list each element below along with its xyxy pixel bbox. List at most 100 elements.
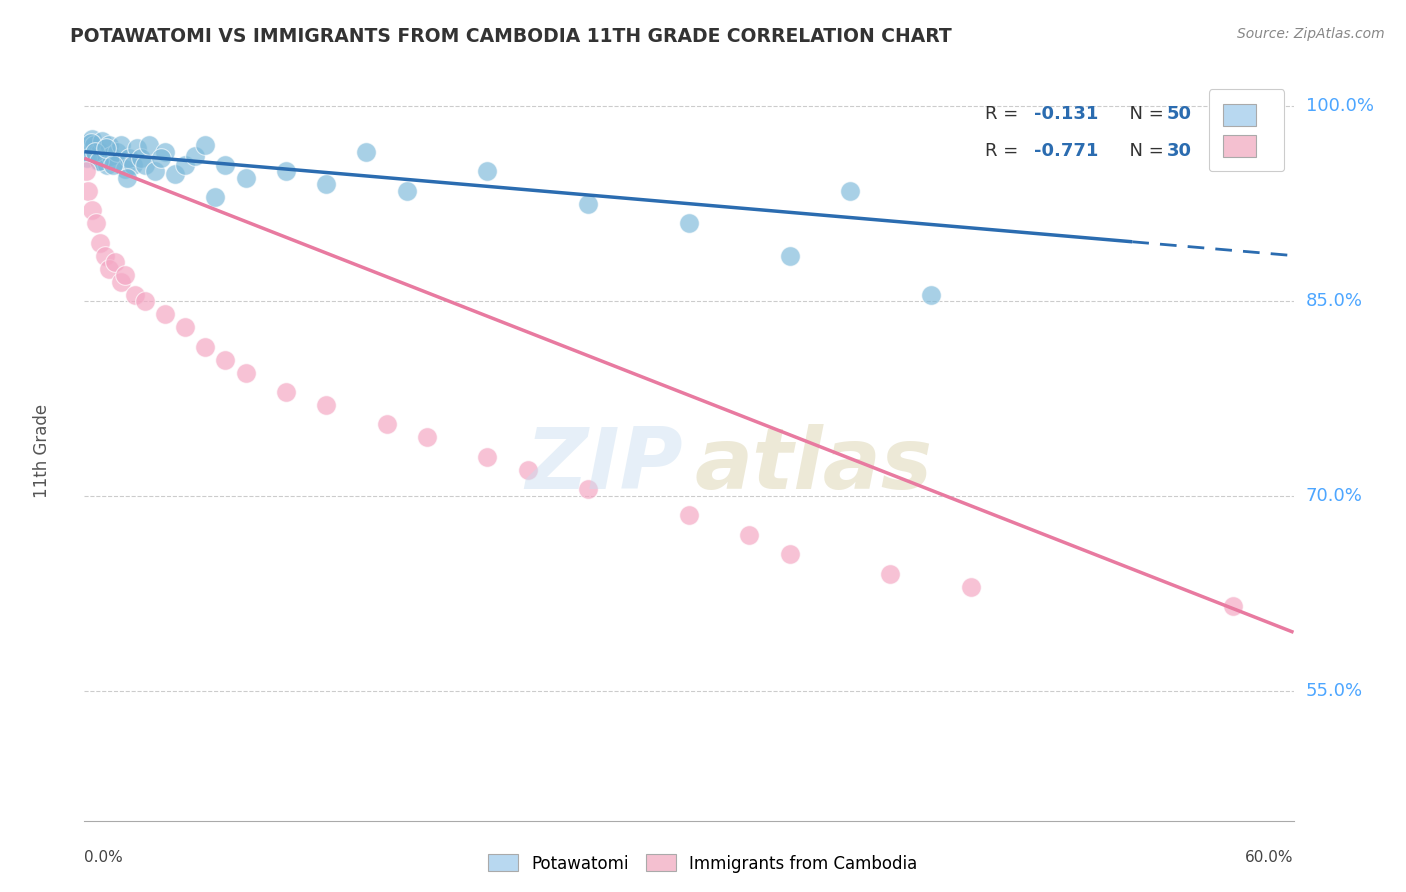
- Point: [153, 307, 176, 321]
- Text: N =: N =: [1118, 104, 1170, 122]
- Point: [86, 147, 108, 161]
- Point: [477, 450, 499, 464]
- Point: [235, 170, 257, 185]
- Point: [143, 164, 166, 178]
- Point: [77, 136, 100, 150]
- Point: [115, 170, 138, 185]
- Point: [84, 145, 107, 159]
- Point: [315, 398, 337, 412]
- Point: [214, 352, 236, 367]
- Text: 55.0%: 55.0%: [1306, 681, 1362, 699]
- Point: [104, 255, 127, 269]
- Text: 11th Grade: 11th Grade: [32, 403, 51, 498]
- Point: [395, 184, 418, 198]
- Point: [97, 138, 120, 153]
- Text: ZIP: ZIP: [526, 424, 683, 507]
- Point: [105, 145, 128, 159]
- Point: [165, 167, 187, 181]
- Point: [125, 141, 148, 155]
- Point: [174, 158, 197, 172]
- Legend: , : ,: [1209, 89, 1285, 171]
- Point: [194, 138, 217, 153]
- Point: [114, 161, 136, 176]
- Point: [920, 287, 942, 301]
- Text: Source: ZipAtlas.com: Source: ZipAtlas.com: [1237, 27, 1385, 41]
- Text: 85.0%: 85.0%: [1306, 292, 1362, 310]
- Point: [214, 158, 236, 172]
- Point: [75, 164, 97, 178]
- Point: [89, 145, 111, 159]
- Point: [80, 136, 103, 150]
- Point: [174, 320, 197, 334]
- Point: [779, 547, 801, 561]
- Point: [96, 158, 118, 172]
- Point: [114, 268, 136, 282]
- Point: [93, 249, 115, 263]
- Point: [77, 184, 100, 198]
- Point: [104, 153, 127, 168]
- Point: [129, 151, 152, 165]
- Point: [375, 417, 398, 432]
- Text: R =: R =: [986, 104, 1024, 122]
- Point: [82, 203, 104, 218]
- Text: N =: N =: [1118, 142, 1170, 160]
- Legend: Potawatomi, Immigrants from Cambodia: Potawatomi, Immigrants from Cambodia: [482, 847, 924, 880]
- Point: [138, 138, 160, 153]
- Point: [779, 249, 801, 263]
- Text: -0.771: -0.771: [1033, 142, 1098, 160]
- Point: [89, 153, 111, 168]
- Point: [477, 164, 499, 178]
- Point: [960, 580, 983, 594]
- Point: [110, 275, 132, 289]
- Text: 30: 30: [1167, 142, 1191, 160]
- Point: [839, 184, 862, 198]
- Point: [75, 145, 97, 159]
- Point: [879, 566, 901, 581]
- Point: [79, 141, 101, 155]
- Text: POTAWATOMI VS IMMIGRANTS FROM CAMBODIA 11TH GRADE CORRELATION CHART: POTAWATOMI VS IMMIGRANTS FROM CAMBODIA 1…: [70, 27, 952, 45]
- Point: [274, 164, 297, 178]
- Point: [416, 430, 439, 444]
- Point: [82, 132, 104, 146]
- Point: [678, 216, 700, 230]
- Point: [1222, 599, 1244, 614]
- Point: [153, 145, 176, 159]
- Text: R =: R =: [986, 142, 1024, 160]
- Point: [204, 190, 226, 204]
- Point: [91, 134, 114, 148]
- Point: [86, 216, 108, 230]
- Text: 50: 50: [1167, 104, 1191, 122]
- Point: [576, 483, 599, 497]
- Point: [134, 294, 156, 309]
- Point: [149, 151, 172, 165]
- Point: [315, 177, 337, 191]
- Point: [124, 287, 146, 301]
- Point: [94, 141, 117, 155]
- Point: [97, 261, 120, 276]
- Text: -0.131: -0.131: [1033, 104, 1098, 122]
- Text: 70.0%: 70.0%: [1306, 487, 1362, 505]
- Point: [76, 151, 98, 165]
- Point: [101, 158, 124, 172]
- Point: [678, 508, 700, 523]
- Point: [194, 340, 217, 354]
- Point: [110, 138, 132, 153]
- Point: [516, 463, 538, 477]
- Text: 60.0%: 60.0%: [1246, 850, 1294, 865]
- Point: [356, 145, 378, 159]
- Point: [93, 151, 115, 165]
- Point: [184, 148, 207, 162]
- Text: atlas: atlas: [695, 424, 934, 507]
- Point: [87, 153, 110, 168]
- Point: [83, 138, 105, 153]
- Point: [274, 384, 297, 399]
- Point: [89, 235, 111, 250]
- Point: [134, 158, 156, 172]
- Point: [121, 158, 143, 172]
- Text: 100.0%: 100.0%: [1306, 97, 1374, 115]
- Point: [100, 148, 122, 162]
- Text: 0.0%: 0.0%: [84, 850, 124, 865]
- Point: [576, 196, 599, 211]
- Point: [235, 366, 257, 380]
- Point: [738, 528, 761, 542]
